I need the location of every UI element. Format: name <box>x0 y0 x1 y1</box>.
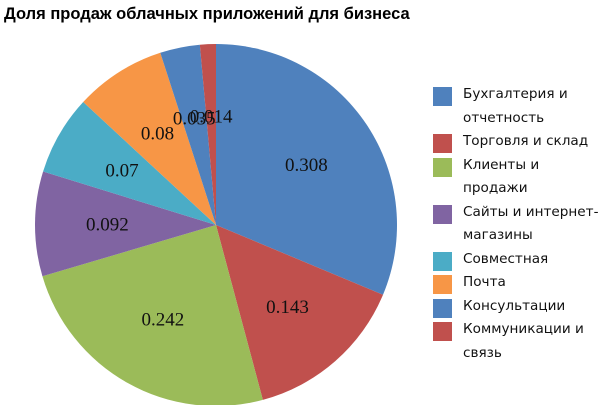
legend-label: Почта <box>463 274 506 290</box>
legend-label: Клиенты и продажи <box>463 156 540 197</box>
data-label: 0.014 <box>190 107 233 128</box>
pie-slice <box>83 52 216 226</box>
data-label: 0.242 <box>142 310 185 331</box>
legend-swatch <box>433 134 452 153</box>
legend-item: Сайты и интернет-магазины <box>433 201 604 248</box>
data-label: 0.092 <box>86 214 129 235</box>
data-label: 0.08 <box>141 123 174 144</box>
pie-slice <box>216 225 384 400</box>
legend-swatch <box>433 251 452 271</box>
legend-item: Торговля и склад <box>433 130 604 154</box>
pie-slice <box>160 44 216 225</box>
pie-slice <box>34 171 216 277</box>
legend-swatch <box>433 157 452 177</box>
data-label: 0.07 <box>105 161 138 182</box>
legend-label: Торговля и склад <box>463 133 589 149</box>
legend-label: Сайты и интернет-магазины <box>463 203 599 244</box>
legend-swatch <box>433 322 452 341</box>
legend-item: Коммуникации и связь <box>433 318 604 365</box>
data-label: 0.035 <box>173 109 216 130</box>
pie-slice <box>42 225 263 405</box>
legend-label: Бухгалтерия и отчетность <box>463 86 568 126</box>
legend-swatch <box>433 275 452 294</box>
legend-swatch <box>433 87 452 106</box>
legend-item: Совместная <box>433 248 604 272</box>
pie-slices <box>34 44 397 405</box>
legend-swatch <box>433 298 452 318</box>
data-label: 0.308 <box>285 155 328 176</box>
chart-title: Доля продаж облачных приложений для бизн… <box>4 5 410 23</box>
legend-item: Консультации <box>433 295 604 319</box>
pie-slice <box>43 102 217 225</box>
chart-legend: Бухгалтерия и отчетность Торговля и склад… <box>433 83 604 365</box>
legend-swatch <box>433 204 452 224</box>
legend-item: Клиенты и продажи <box>433 154 604 201</box>
pie-slice <box>216 44 397 295</box>
legend-label: Консультации <box>463 297 566 314</box>
pie-slice <box>199 44 216 225</box>
data-label: 0.143 <box>266 297 309 318</box>
legend-label: Коммуникации и связь <box>463 321 584 361</box>
legend-item: Бухгалтерия и отчетность <box>433 83 604 130</box>
legend-item: Почта <box>433 271 604 295</box>
legend-label: Совместная <box>463 250 549 267</box>
